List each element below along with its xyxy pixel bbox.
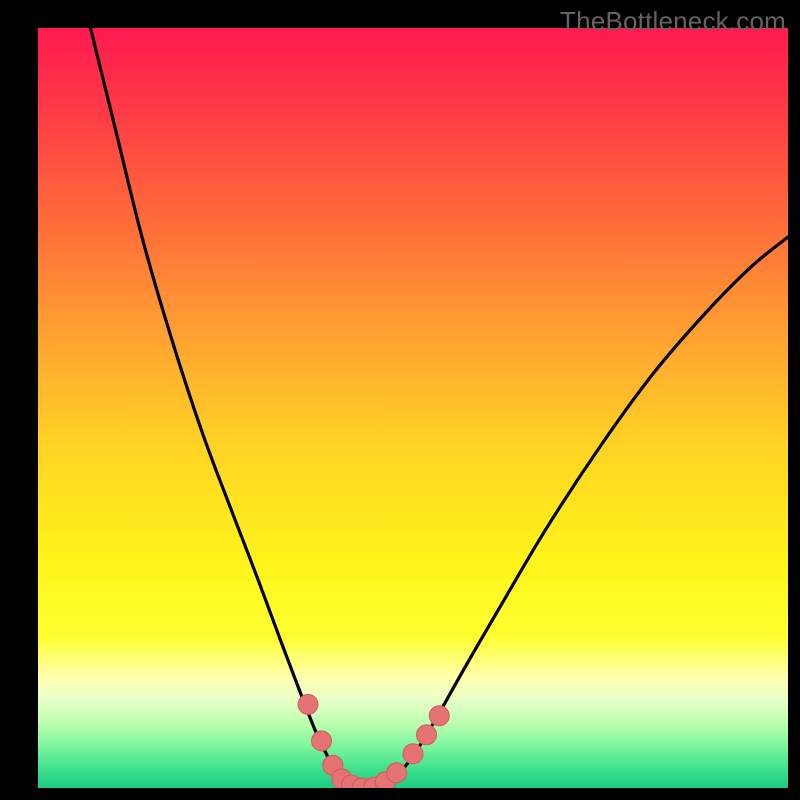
data-marker (417, 725, 437, 745)
chart-stage: TheBottleneck.com (0, 0, 800, 800)
data-marker (298, 694, 318, 714)
data-marker (429, 706, 449, 726)
data-marker (312, 731, 332, 751)
data-marker (403, 744, 423, 764)
data-marker (387, 763, 407, 783)
watermark-text: TheBottleneck.com (560, 6, 786, 37)
chart-svg (38, 28, 788, 788)
gradient-background (38, 28, 788, 788)
plot-area (38, 28, 788, 788)
